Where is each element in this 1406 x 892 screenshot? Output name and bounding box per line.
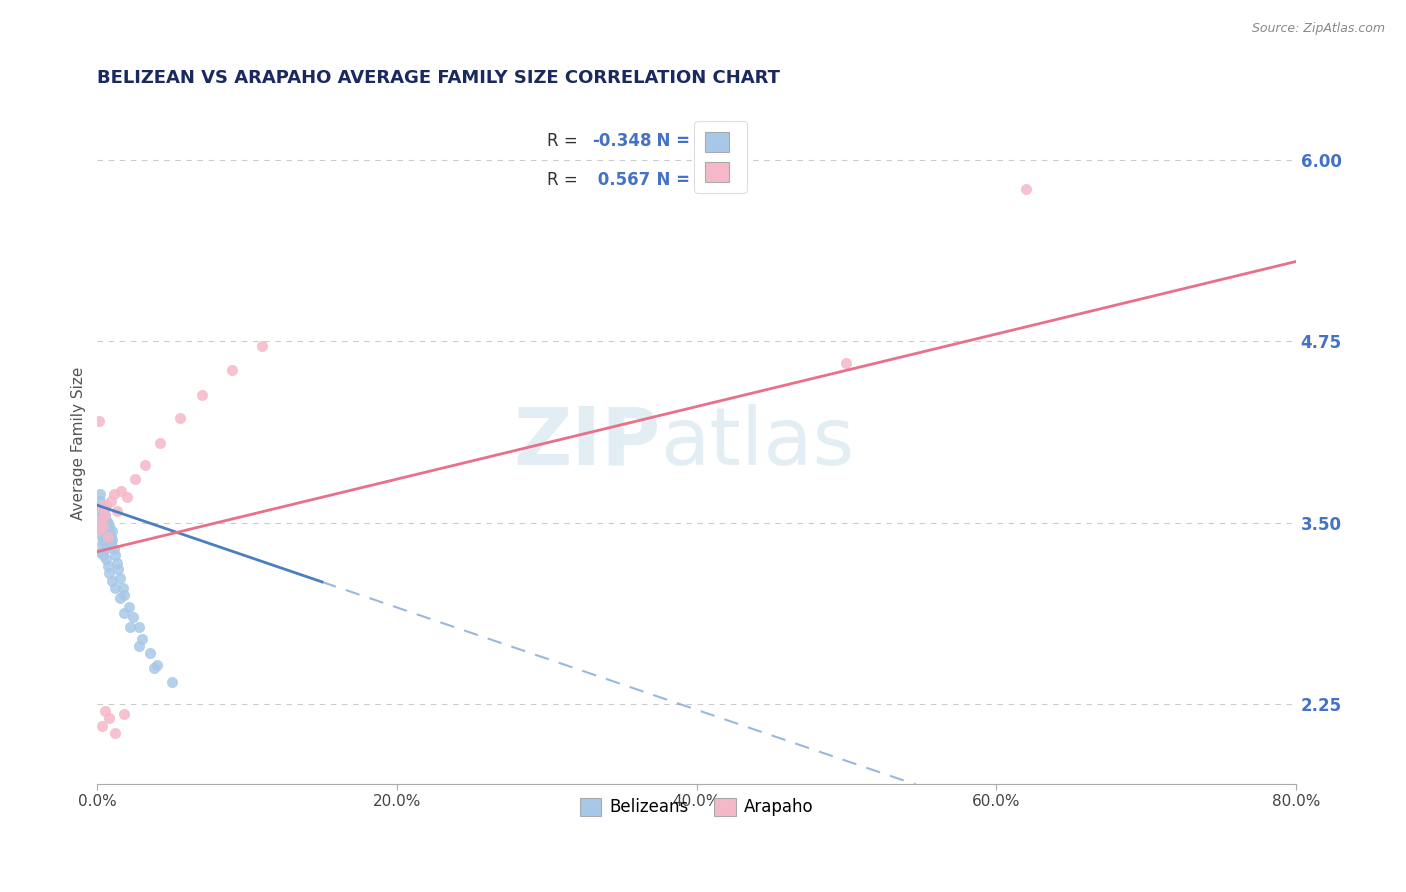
- Point: [101, 524, 124, 539]
- Point: [124, 472, 146, 486]
- Point: [100, 537, 122, 551]
- Point: [103, 541, 125, 556]
- Point: [94, 501, 117, 516]
- Point: [96, 498, 118, 512]
- Point: [108, 571, 131, 585]
- Point: [94, 508, 117, 523]
- Point: [96, 513, 118, 527]
- Point: [93, 518, 115, 533]
- Point: [90, 518, 112, 533]
- Point: [96, 518, 118, 533]
- Point: [112, 588, 135, 602]
- Legend: Belizeans, Arapaho: Belizeans, Arapaho: [574, 791, 820, 823]
- Text: R =: R =: [547, 132, 582, 150]
- Point: [120, 620, 142, 634]
- Text: BELIZEAN VS ARAPAHO AVERAGE FAMILY SIZE CORRELATION CHART: BELIZEAN VS ARAPAHO AVERAGE FAMILY SIZE …: [97, 69, 780, 87]
- Point: [94, 508, 117, 523]
- Point: [90, 501, 112, 516]
- Point: [97, 559, 120, 574]
- Point: [169, 411, 191, 425]
- Point: [94, 704, 117, 718]
- Point: [1015, 182, 1038, 196]
- Y-axis label: Average Family Size: Average Family Size: [72, 366, 86, 519]
- Point: [89, 494, 111, 508]
- Point: [105, 504, 128, 518]
- Point: [97, 523, 120, 537]
- Point: [108, 591, 131, 605]
- Point: [221, 363, 243, 377]
- Point: [128, 620, 150, 634]
- Point: [107, 562, 129, 576]
- Text: Source: ZipAtlas.com: Source: ZipAtlas.com: [1251, 22, 1385, 36]
- Point: [98, 711, 121, 725]
- Text: N = 27: N = 27: [645, 171, 718, 189]
- Point: [90, 516, 112, 530]
- Point: [89, 523, 111, 537]
- Point: [100, 530, 122, 544]
- Point: [112, 606, 135, 620]
- Point: [131, 632, 153, 646]
- Point: [90, 719, 112, 733]
- Point: [104, 548, 127, 562]
- Point: [89, 486, 111, 500]
- Point: [90, 530, 112, 544]
- Point: [835, 356, 858, 370]
- Point: [162, 675, 184, 690]
- Point: [100, 494, 122, 508]
- Point: [90, 508, 112, 523]
- Point: [93, 527, 115, 541]
- Point: [98, 527, 121, 541]
- Point: [96, 533, 118, 547]
- Point: [104, 726, 127, 740]
- Point: [122, 610, 145, 624]
- Point: [96, 552, 118, 566]
- Point: [89, 544, 111, 558]
- Point: [94, 516, 117, 530]
- Point: [87, 414, 110, 428]
- Point: [117, 490, 139, 504]
- Point: [111, 581, 134, 595]
- Point: [97, 516, 120, 530]
- Point: [105, 556, 128, 570]
- Point: [93, 548, 115, 562]
- Point: [250, 339, 273, 353]
- Point: [98, 518, 121, 533]
- Text: atlas: atlas: [661, 404, 855, 482]
- Point: [87, 523, 110, 537]
- Point: [101, 574, 124, 588]
- Point: [110, 483, 132, 498]
- Text: N = 54: N = 54: [645, 132, 718, 150]
- Point: [89, 513, 111, 527]
- Point: [104, 581, 127, 595]
- Text: -0.348: -0.348: [592, 132, 652, 150]
- Point: [93, 513, 115, 527]
- Point: [98, 566, 121, 581]
- Point: [149, 435, 172, 450]
- Point: [90, 537, 112, 551]
- Point: [93, 533, 115, 547]
- Point: [112, 707, 135, 722]
- Point: [87, 501, 110, 516]
- Point: [134, 458, 156, 472]
- Point: [101, 533, 124, 547]
- Point: [97, 530, 120, 544]
- Point: [143, 661, 166, 675]
- Text: R =: R =: [547, 171, 582, 189]
- Point: [191, 388, 214, 402]
- Text: ZIP: ZIP: [513, 404, 661, 482]
- Point: [146, 657, 169, 672]
- Point: [139, 646, 162, 660]
- Point: [94, 541, 117, 556]
- Point: [128, 639, 150, 653]
- Point: [118, 599, 141, 614]
- Point: [103, 486, 125, 500]
- Point: [87, 508, 110, 523]
- Text: 0.567: 0.567: [592, 171, 651, 189]
